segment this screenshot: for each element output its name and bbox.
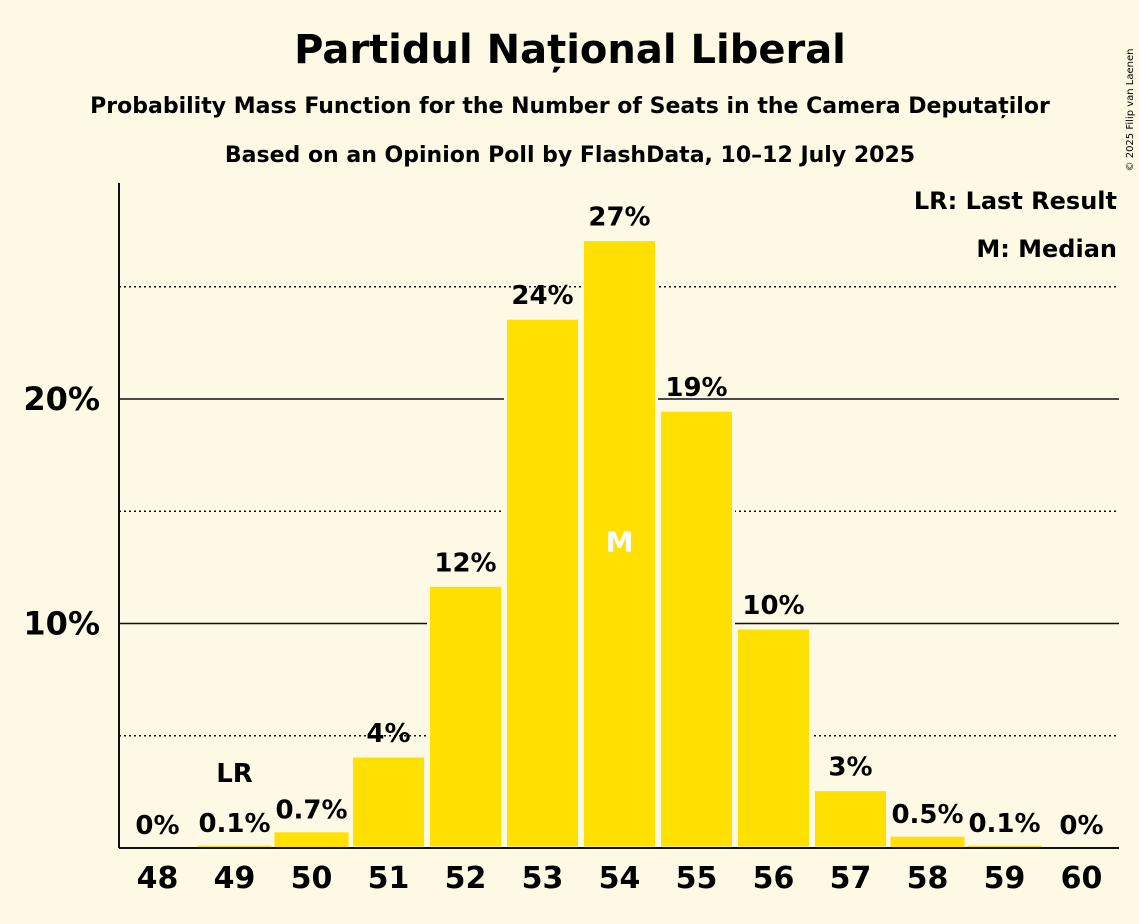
legend-median: M: Median [976, 235, 1117, 263]
x-tick-label: 56 [753, 861, 795, 896]
x-tick-label: 48 [137, 861, 179, 896]
bar [350, 754, 427, 850]
chart-subtitle: Probability Mass Function for the Number… [90, 94, 1050, 119]
labels: 10% 20% 48 0% 49 0.1% LR 50 0.7% 51 4% 52 12% 53 24% 54… [23, 203, 1103, 896]
data-label: 4% [366, 719, 410, 749]
data-label: 19% [665, 373, 727, 403]
bar [967, 845, 1042, 848]
copyright: © 2025 Filip van Laenen [1125, 49, 1136, 172]
bar [504, 316, 581, 850]
bar [890, 836, 965, 848]
x-tick-label: 54 [599, 861, 641, 896]
x-tick-label: 58 [907, 861, 949, 896]
data-label: 3% [828, 753, 872, 783]
x-tick-label: 57 [830, 861, 872, 896]
data-label: 0% [135, 811, 179, 841]
bar [812, 788, 889, 850]
data-label: 27% [588, 203, 650, 233]
x-tick-label: 59 [984, 861, 1026, 896]
bar [427, 583, 504, 850]
x-tick-label: 55 [676, 861, 718, 896]
data-label: 0.5% [891, 800, 963, 830]
x-tick-label: 53 [522, 861, 564, 896]
data-label: 12% [434, 548, 496, 578]
data-label: 24% [511, 281, 573, 311]
x-tick-label: 52 [445, 861, 487, 896]
bar [658, 408, 735, 850]
bars [197, 238, 1042, 850]
x-tick-label: 50 [291, 861, 333, 896]
data-label: 0.7% [275, 795, 347, 825]
data-label: 0.1% [968, 809, 1040, 839]
bar [274, 832, 349, 848]
last-result-marker: LR [216, 759, 253, 789]
y-tick-label: 10% [23, 605, 100, 643]
data-label: 0% [1059, 811, 1103, 841]
bar [735, 626, 812, 850]
legend-last-result: LR: Last Result [914, 187, 1117, 215]
chart-title: Partidul Național Liberal [294, 27, 846, 73]
axes [118, 183, 1119, 849]
data-label: 0.1% [198, 809, 270, 839]
x-tick-label: 49 [214, 861, 256, 896]
y-tick-label: 20% [23, 380, 100, 418]
data-label: 10% [742, 591, 804, 621]
median-marker: M [606, 526, 634, 559]
chart-source: Based on an Opinion Poll by FlashData, 1… [225, 143, 915, 168]
bar [197, 845, 272, 848]
x-tick-label: 60 [1061, 861, 1103, 896]
x-tick-label: 51 [368, 861, 410, 896]
